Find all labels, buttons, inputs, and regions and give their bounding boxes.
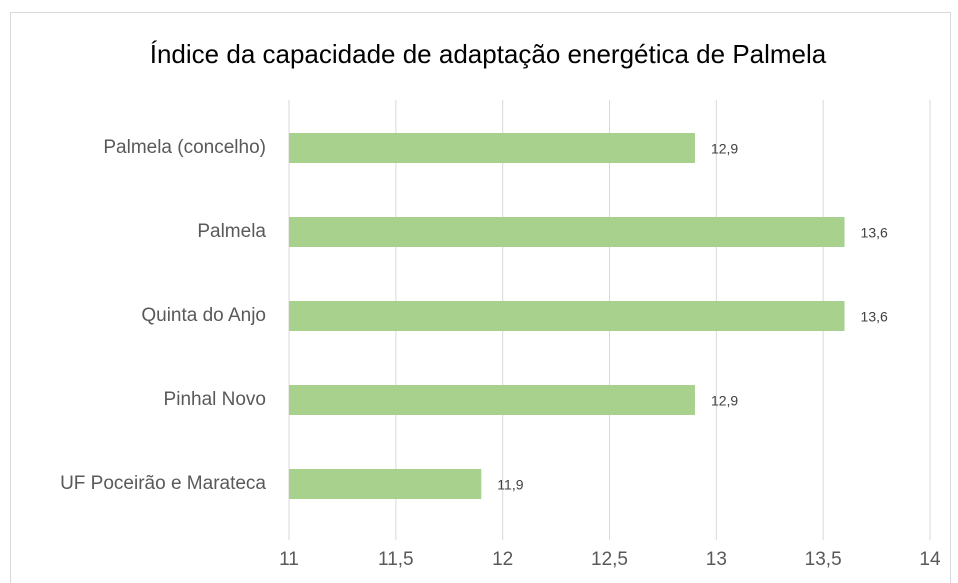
y-tick-label: Pinhal Novo <box>164 389 266 410</box>
x-tick-label: 14 <box>919 549 941 570</box>
y-tick-label: Palmela (concelho) <box>103 137 266 158</box>
y-tick-label: Palmela <box>197 221 266 242</box>
x-tick-label: 13 <box>706 549 727 570</box>
data-label: 11,9 <box>497 477 523 493</box>
x-tick-label: 13,5 <box>805 549 842 570</box>
y-tick-label: Quinta do Anjo <box>141 305 266 326</box>
x-tick-label: 12 <box>492 549 513 570</box>
bar <box>289 133 695 163</box>
data-label: 12,9 <box>711 393 738 409</box>
x-tick-label: 11,5 <box>378 549 414 570</box>
data-label: 13,6 <box>861 225 888 241</box>
bar <box>289 301 845 331</box>
bar <box>289 217 845 247</box>
bar <box>289 469 482 499</box>
data-label: 12,9 <box>711 141 738 157</box>
data-label: 13,6 <box>861 309 888 325</box>
y-tick-label: UF Poceirão e Marateca <box>60 473 266 494</box>
x-tick-label: 11 <box>279 549 299 570</box>
chart-title: Índice da capacidade de adaptação energé… <box>150 39 827 69</box>
x-tick-label: 12,5 <box>591 549 628 570</box>
bar <box>289 385 695 415</box>
